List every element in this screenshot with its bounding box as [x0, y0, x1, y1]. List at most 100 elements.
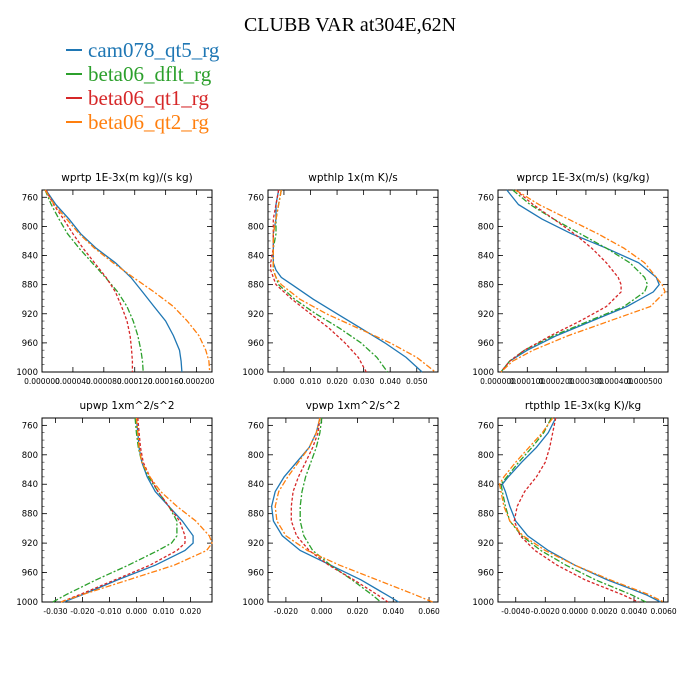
y-tick-label: 1000	[242, 598, 264, 608]
y-tick-label: 760	[478, 421, 494, 431]
x-tick-label: 0.060	[418, 607, 440, 616]
series-line	[45, 189, 183, 373]
legend-item: beta06_qt1_rg	[66, 86, 219, 110]
plot-frame	[497, 417, 669, 603]
series-line	[299, 417, 382, 603]
x-tick-label: 0.000200	[179, 377, 215, 386]
series-line	[52, 417, 178, 603]
y-tick-label: 960	[478, 339, 494, 349]
legend-item: cam078_qt5_rg	[66, 38, 219, 62]
x-tick-label: 0.000400	[597, 377, 633, 386]
series-line	[513, 417, 639, 603]
y-tick-label: 1000	[16, 368, 38, 378]
x-tick-label: 0.000120	[117, 377, 153, 386]
x-tick-label: 0.030	[353, 377, 375, 386]
x-tick-label: 0.000040	[55, 377, 91, 386]
plot-frame	[41, 189, 213, 373]
x-tick-label: -0.020	[70, 607, 94, 616]
y-tick-label: 840	[478, 252, 494, 262]
series-line	[501, 417, 661, 603]
y-tick-label: 760	[22, 421, 38, 431]
legend-swatch	[66, 121, 82, 123]
legend-label: beta06_dflt_rg	[88, 61, 212, 86]
panel: wprtp 1E-3x(m kg)/(s kg) 760 800 840 880 920 9…	[16, 172, 214, 386]
plot-frame	[267, 417, 439, 603]
x-tick-label: -0.030	[43, 607, 67, 616]
series-line	[270, 189, 367, 373]
y-tick-label: 760	[22, 193, 38, 203]
x-tick-label: 0.000080	[86, 377, 122, 386]
legend-item: beta06_dflt_rg	[66, 62, 219, 86]
x-tick-label: 0.0000	[562, 607, 588, 616]
y-tick-label: 800	[22, 451, 38, 461]
panel: rtpthlp 1E-3x(kg K)/kg 760 800 840 880 920 960…	[472, 400, 677, 616]
legend-item: beta06_qt2_rg	[66, 110, 219, 134]
series-line	[60, 417, 213, 603]
series-line	[272, 189, 389, 373]
y-tick-label: 840	[248, 480, 264, 490]
series-line	[274, 417, 433, 603]
y-tick-label: 920	[478, 310, 494, 320]
y-tick-label: 880	[22, 281, 38, 291]
y-tick-label: 960	[22, 569, 38, 579]
y-tick-label: 1000	[472, 598, 494, 608]
x-tick-label: 0.000000	[480, 377, 516, 386]
series-line	[270, 417, 399, 603]
y-tick-label: 880	[22, 510, 38, 520]
y-tick-label: 760	[478, 193, 494, 203]
x-tick-label: 0.040	[379, 377, 401, 386]
series-line	[60, 417, 186, 603]
y-tick-label: 1000	[242, 368, 264, 378]
y-tick-label: 800	[22, 222, 38, 232]
y-tick-label: 880	[478, 510, 494, 520]
series-line	[63, 417, 194, 603]
figure-title: CLUBB VAR at304E,62N	[243, 14, 457, 36]
x-tick-label: 0.020	[326, 377, 348, 386]
panel-title: vpwp 1xm^2/s^2	[306, 400, 401, 412]
y-tick-label: 840	[22, 480, 38, 490]
x-tick-label: 0.000160	[148, 377, 184, 386]
y-tick-label: 1000	[16, 598, 38, 608]
panel-title: wprcp 1E-3x(m/s) (kg/kg)	[516, 172, 649, 184]
panel-title: upwp 1xm^2/s^2	[80, 400, 175, 412]
y-tick-label: 880	[248, 281, 264, 291]
y-tick-label: 1000	[472, 368, 494, 378]
x-tick-label: 0.050	[406, 377, 428, 386]
x-tick-label: 0.000500	[627, 377, 663, 386]
plot-frame	[267, 189, 439, 373]
y-tick-label: 840	[478, 480, 494, 490]
x-tick-label: 0.020	[347, 607, 369, 616]
series-line	[44, 189, 144, 373]
x-tick-label: -0.0020	[531, 607, 560, 616]
series-line	[272, 189, 436, 373]
y-tick-label: 920	[248, 539, 264, 549]
x-tick-label: -0.020	[274, 607, 298, 616]
legend-swatch	[66, 49, 82, 51]
legend: cam078_qt5_rg beta06_dflt_rg beta06_qt1_…	[66, 38, 219, 134]
x-tick-label: 0.0060	[650, 607, 676, 616]
x-tick-label: -0.010	[97, 607, 121, 616]
y-tick-label: 960	[22, 339, 38, 349]
x-tick-label: -0.0040	[501, 607, 530, 616]
y-tick-label: 760	[248, 193, 264, 203]
y-tick-label: 960	[478, 569, 494, 579]
y-tick-label: 800	[478, 222, 494, 232]
series-line	[500, 189, 666, 373]
x-tick-label: 0.040	[383, 607, 405, 616]
y-tick-label: 800	[248, 222, 264, 232]
x-tick-label: 0.010	[300, 377, 322, 386]
x-tick-label: 0.0040	[621, 607, 647, 616]
x-tick-label: 0.000	[311, 607, 333, 616]
y-tick-label: 920	[248, 310, 264, 320]
panel-title: wpthlp 1x(m K)/s	[308, 172, 398, 184]
x-tick-label: 0.000000	[24, 377, 60, 386]
panel-title: rtpthlp 1E-3x(kg K)/kg	[525, 400, 641, 412]
series-line	[44, 189, 211, 373]
series-line	[45, 189, 134, 372]
y-tick-label: 880	[478, 281, 494, 291]
panel: upwp 1xm^2/s^2 760 800 840 880 920 960 1000 -0.0…	[16, 400, 213, 616]
x-tick-label: 0.000100	[509, 377, 545, 386]
series-line	[272, 189, 423, 373]
plot-frame	[41, 417, 213, 603]
